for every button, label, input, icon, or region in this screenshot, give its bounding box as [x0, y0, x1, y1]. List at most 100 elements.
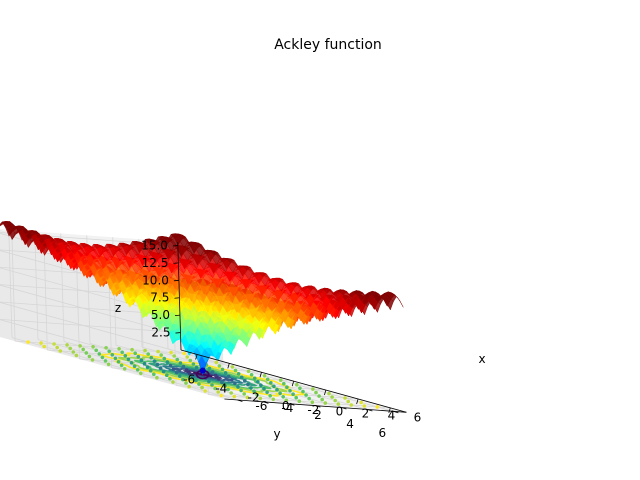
- z-tick-label: 15.0: [141, 239, 168, 253]
- chart-title: Ackley function: [274, 37, 382, 53]
- contour-line: [147, 362, 258, 387]
- y-tick-mark: [259, 372, 262, 378]
- contour-dot: [232, 394, 237, 399]
- contour-dot: [217, 364, 222, 368]
- contour-dot: [175, 357, 180, 362]
- contour-dot: [268, 394, 273, 398]
- contour-dot: [187, 371, 192, 376]
- z-tick-label: 12.5: [142, 256, 169, 270]
- contour-line: [174, 367, 232, 382]
- contour-dot: [191, 362, 196, 366]
- y-tick-label: 2: [314, 408, 322, 422]
- grid-line: [34, 231, 39, 340]
- contour-dot: [52, 342, 56, 346]
- y-axis-label: y: [273, 427, 280, 441]
- contour-dot: [219, 393, 224, 398]
- contour-dot: [295, 382, 299, 387]
- contour-dot: [252, 389, 256, 394]
- contour-dot: [226, 387, 230, 392]
- contour-dot: [262, 387, 266, 391]
- contour-dot: [229, 391, 233, 395]
- contour-line: [191, 371, 214, 378]
- contour-dot: [258, 396, 263, 401]
- contour-dot: [156, 349, 160, 354]
- contour-dot: [226, 374, 231, 379]
- contour-dot: [203, 389, 207, 393]
- contour-line: [117, 356, 289, 393]
- contour-dot: [171, 380, 175, 384]
- contour-dot: [165, 360, 170, 364]
- contour-dot: [213, 373, 218, 378]
- contour-dot: [294, 395, 299, 400]
- z-tick-label: 10.0: [142, 273, 169, 287]
- contour-dot: [130, 347, 134, 352]
- contour-dot: [135, 368, 140, 372]
- x-tick-label: 2: [362, 407, 370, 421]
- contour-dot: [246, 382, 250, 387]
- z-tick-mark: [174, 314, 180, 317]
- contour-dot: [107, 349, 111, 354]
- contour-dot: [284, 398, 289, 403]
- contour-dot: [184, 381, 188, 385]
- contour-dot: [143, 348, 147, 353]
- contour-dot: [236, 385, 240, 389]
- contour-dot: [158, 366, 163, 370]
- contour-dot: [327, 391, 331, 396]
- contour-dot: [148, 368, 153, 373]
- contour-dot: [288, 388, 292, 393]
- contour-dot: [188, 358, 193, 363]
- contour-dot: [155, 362, 160, 367]
- x-tick-label: -2: [307, 403, 319, 417]
- contour-dot: [184, 368, 189, 372]
- contour-dot: [172, 354, 176, 358]
- contour-dot: [185, 355, 189, 359]
- contour-dot: [139, 371, 143, 376]
- contour-dot: [126, 357, 131, 362]
- contour-dot: [255, 393, 259, 397]
- contour-dot: [165, 373, 169, 378]
- contour-dot: [271, 397, 276, 402]
- contour-dot: [106, 362, 111, 367]
- contour-dot: [178, 361, 183, 365]
- x-axis-ticks: -6 -4 -2 0 2 4 6: [237, 399, 421, 424]
- contour-dot: [272, 384, 276, 389]
- contour-dot: [81, 347, 85, 352]
- contour-dot: [278, 391, 282, 396]
- minimum-marker: [199, 367, 206, 374]
- contour-dot: [375, 405, 380, 409]
- x-tick-mark: [263, 401, 269, 404]
- contour-dot: [275, 388, 279, 392]
- contour-dot: [220, 367, 225, 372]
- contour-dot: [291, 392, 295, 397]
- contour-dot: [323, 401, 328, 405]
- contour-dot: [68, 346, 72, 351]
- contour-dot: [58, 349, 63, 353]
- contour-dot: [71, 350, 76, 354]
- contour-dot: [269, 381, 273, 385]
- y-tick-mark: [227, 363, 230, 369]
- contour-line: [99, 352, 307, 397]
- contour-dot: [333, 398, 338, 403]
- contour-dot: [255, 380, 260, 384]
- contour-dot: [362, 404, 367, 408]
- y-tick-mark: [291, 381, 295, 387]
- contour-dot: [129, 361, 134, 365]
- contour-dot: [171, 367, 176, 371]
- x-tick-mark: [367, 409, 373, 412]
- contour-dot: [297, 399, 302, 404]
- contour-dot: [191, 375, 195, 379]
- contour-dot: [239, 375, 244, 380]
- contour-dot: [314, 390, 318, 395]
- contour-dot: [282, 381, 286, 386]
- z-tick-mark: [173, 262, 179, 264]
- contour-dot: [259, 383, 263, 388]
- contour-dot: [346, 399, 351, 404]
- contour-dot: [116, 360, 121, 364]
- contour-dot: [233, 381, 237, 386]
- contour-dot: [74, 353, 79, 358]
- y-tick-label: 4: [346, 417, 354, 431]
- contour-dot: [168, 363, 173, 368]
- back-pane: [0, 229, 225, 399]
- contour-dot: [169, 350, 173, 355]
